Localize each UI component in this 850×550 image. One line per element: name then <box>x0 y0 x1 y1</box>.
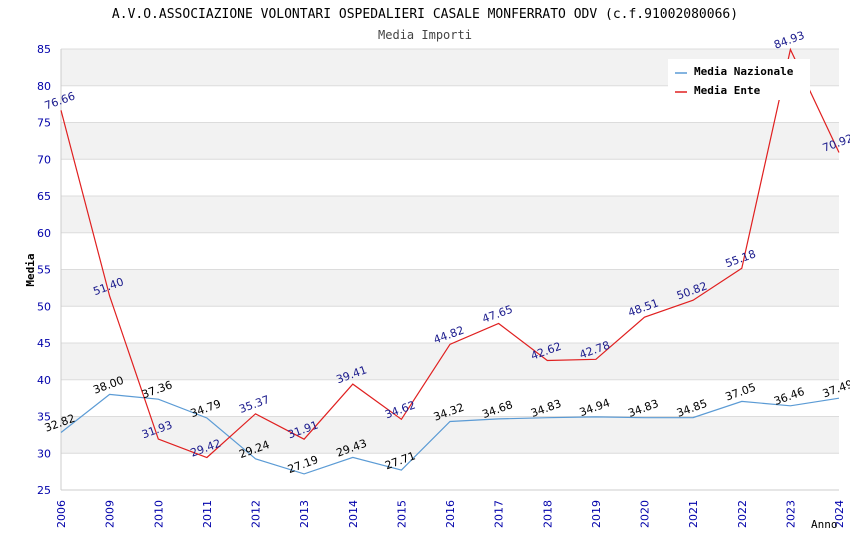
y-tick-label: 85 <box>37 43 51 56</box>
legend-label-media-ente: Media Ente <box>694 84 761 97</box>
data-label: 76.66 <box>43 90 77 113</box>
data-label: 34.94 <box>578 396 612 419</box>
y-tick-label: 70 <box>37 153 51 166</box>
plot-band <box>61 196 839 233</box>
x-axis-label: Anno <box>811 518 838 531</box>
x-tick-label: 2022 <box>736 500 749 528</box>
series-line-media-nazionale <box>60 393 840 475</box>
x-tick-labels: 2006 2009 2010 2011 2012 2013 2014 2015 2016 2017… <box>55 500 846 528</box>
x-tick-label: 2013 <box>298 500 311 528</box>
plot-band <box>61 416 839 454</box>
data-label: 37.36 <box>140 378 174 401</box>
data-label: 27.19 <box>286 453 320 476</box>
data-label: 37.49 <box>821 377 850 400</box>
y-tick-label: 35 <box>37 411 51 424</box>
y-tick-label: 50 <box>37 300 51 313</box>
x-tick-label: 2017 <box>493 500 506 528</box>
x-tick-label: 2010 <box>152 500 165 528</box>
data-label: 84.93 <box>772 29 806 52</box>
x-tick-label: 2024 <box>833 500 846 528</box>
x-tick-label: 2016 <box>444 500 457 528</box>
x-tick-label: 2011 <box>201 500 214 528</box>
x-tick-label: 2012 <box>250 500 263 528</box>
legend-box <box>668 59 810 100</box>
data-label: 55.18 <box>724 247 758 270</box>
series-line-media-ente <box>60 47 840 459</box>
y-tick-label: 45 <box>37 337 51 350</box>
y-tick-label: 25 <box>37 484 51 497</box>
axes <box>60 49 839 491</box>
y-tick-label: 55 <box>37 264 51 277</box>
y-tick-label: 40 <box>37 374 51 387</box>
plot-band <box>61 269 839 307</box>
y-tick-label: 75 <box>37 117 51 130</box>
y-tick-label: 65 <box>37 190 51 203</box>
x-tick-label: 2014 <box>347 500 360 528</box>
x-tick-label: 2020 <box>639 500 652 528</box>
y-axis-label: Media <box>24 253 37 286</box>
x-tick-label: 2018 <box>541 500 554 528</box>
x-tick-label: 2021 <box>687 500 700 528</box>
plot-bands <box>61 49 839 454</box>
data-label: 37.05 <box>724 381 758 404</box>
gridlines <box>61 48 839 491</box>
series-lines <box>60 47 840 475</box>
chart-title: A.V.O.ASSOCIAZIONE VOLONTARI OSPEDALIERI… <box>112 7 738 22</box>
plot-band <box>61 122 839 160</box>
x-tick-label: 2009 <box>104 500 117 528</box>
y-tick-label: 30 <box>37 447 51 460</box>
y-tick-labels: 25 30 35 40 45 50 55 60 65 70 75 80 85 <box>37 43 51 497</box>
y-tick-label: 60 <box>37 227 51 240</box>
plot-band <box>61 343 839 380</box>
x-tick-label: 2015 <box>395 500 408 528</box>
x-tick-label: 2023 <box>784 500 797 528</box>
legend: Media Nazionale Media Ente <box>668 59 810 100</box>
x-tick-label: 2006 <box>55 500 68 528</box>
data-label: 35.37 <box>237 393 271 416</box>
chart-subtitle: Media Importi <box>378 28 472 42</box>
y-tick-label: 80 <box>37 80 51 93</box>
legend-label-media-nazionale: Media Nazionale <box>694 65 794 78</box>
x-tick-label: 2019 <box>590 500 603 528</box>
